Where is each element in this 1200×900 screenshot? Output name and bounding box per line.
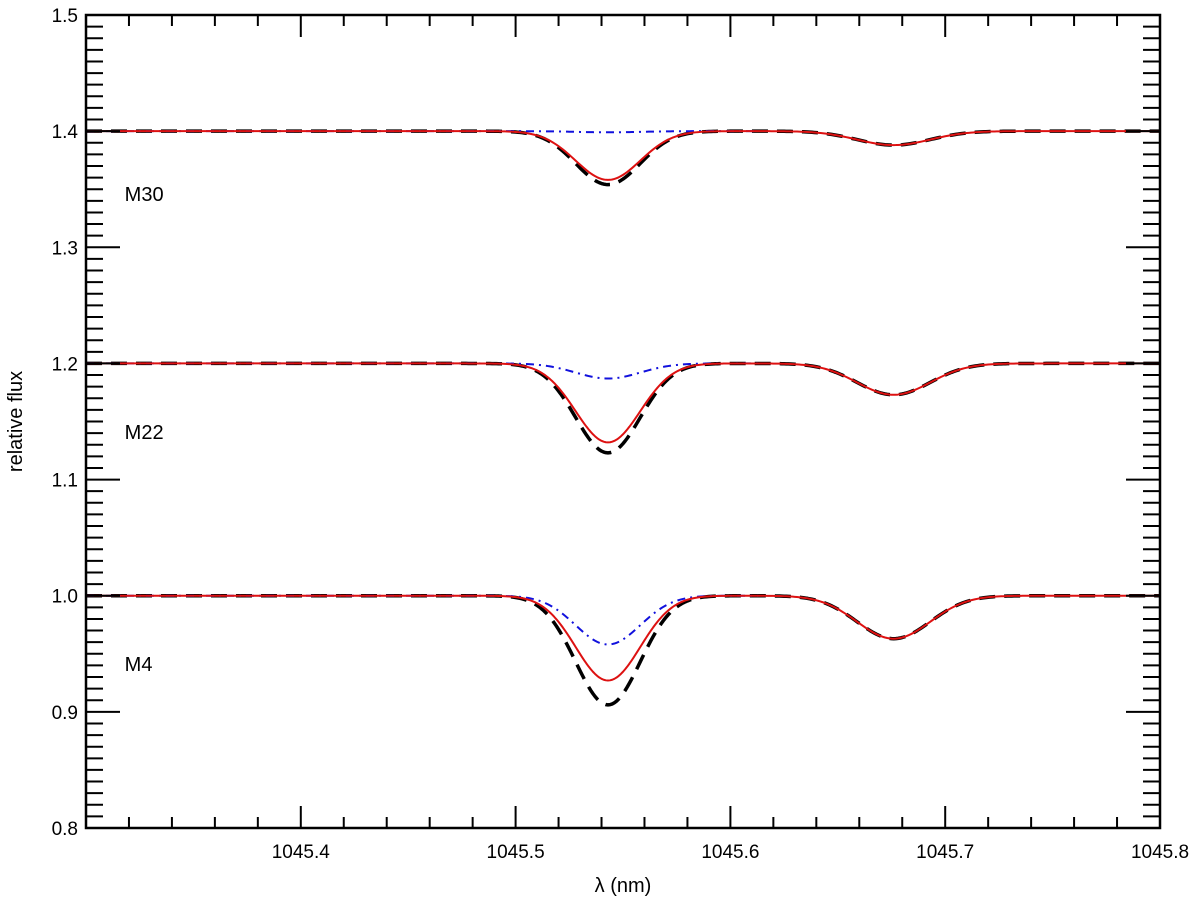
- plot-frame: [84, 13, 1162, 830]
- x-tick-label: 1045.8: [1131, 842, 1189, 863]
- plot-lines: M30 M22 M4: [86, 129, 1160, 707]
- series-m30-solid: [86, 130, 1160, 181]
- x-tick-label: 1045.7: [916, 842, 974, 863]
- axis-labels: λ (nm) relative flux: [5, 371, 651, 897]
- y-tick-label: 1.0: [52, 587, 78, 608]
- series-m4-dashdot: [86, 594, 759, 646]
- x-tick-label: 1045.6: [701, 842, 759, 863]
- y-tick-label: 1.4: [52, 122, 79, 143]
- series-m22-solid: [86, 362, 1160, 444]
- series-label-m22: M22: [125, 422, 164, 444]
- y-axis-title: relative flux: [5, 371, 27, 472]
- series-m22-dashed: [86, 361, 1160, 455]
- y-tick-label: 1.5: [52, 6, 78, 27]
- x-axis-title: λ (nm): [595, 875, 652, 897]
- x-tick-label: 1045.5: [487, 842, 545, 863]
- series-m4-dashed: [86, 593, 1160, 707]
- series-m4-solid: [86, 594, 1160, 682]
- y-tick-label: 1.3: [52, 238, 78, 259]
- series-m30-dashed: [86, 129, 1160, 187]
- y-tick-label: 0.8: [52, 819, 78, 840]
- series-label-m30: M30: [125, 184, 164, 206]
- series-label-m4: M4: [125, 654, 153, 676]
- axes: 1045.4 1045.5 1045.6 1045.7 1045.8 0.8 0.9 1.0 1…: [52, 6, 1189, 863]
- y-tick-label: 0.9: [52, 703, 78, 724]
- series-m30-dashdot: [86, 130, 759, 134]
- x-tick-label: 1045.4: [272, 842, 331, 863]
- y-tick-label: 1.2: [52, 354, 78, 375]
- series-m22-dashdot: [86, 362, 759, 380]
- y-tick-label: 1.1: [52, 471, 78, 492]
